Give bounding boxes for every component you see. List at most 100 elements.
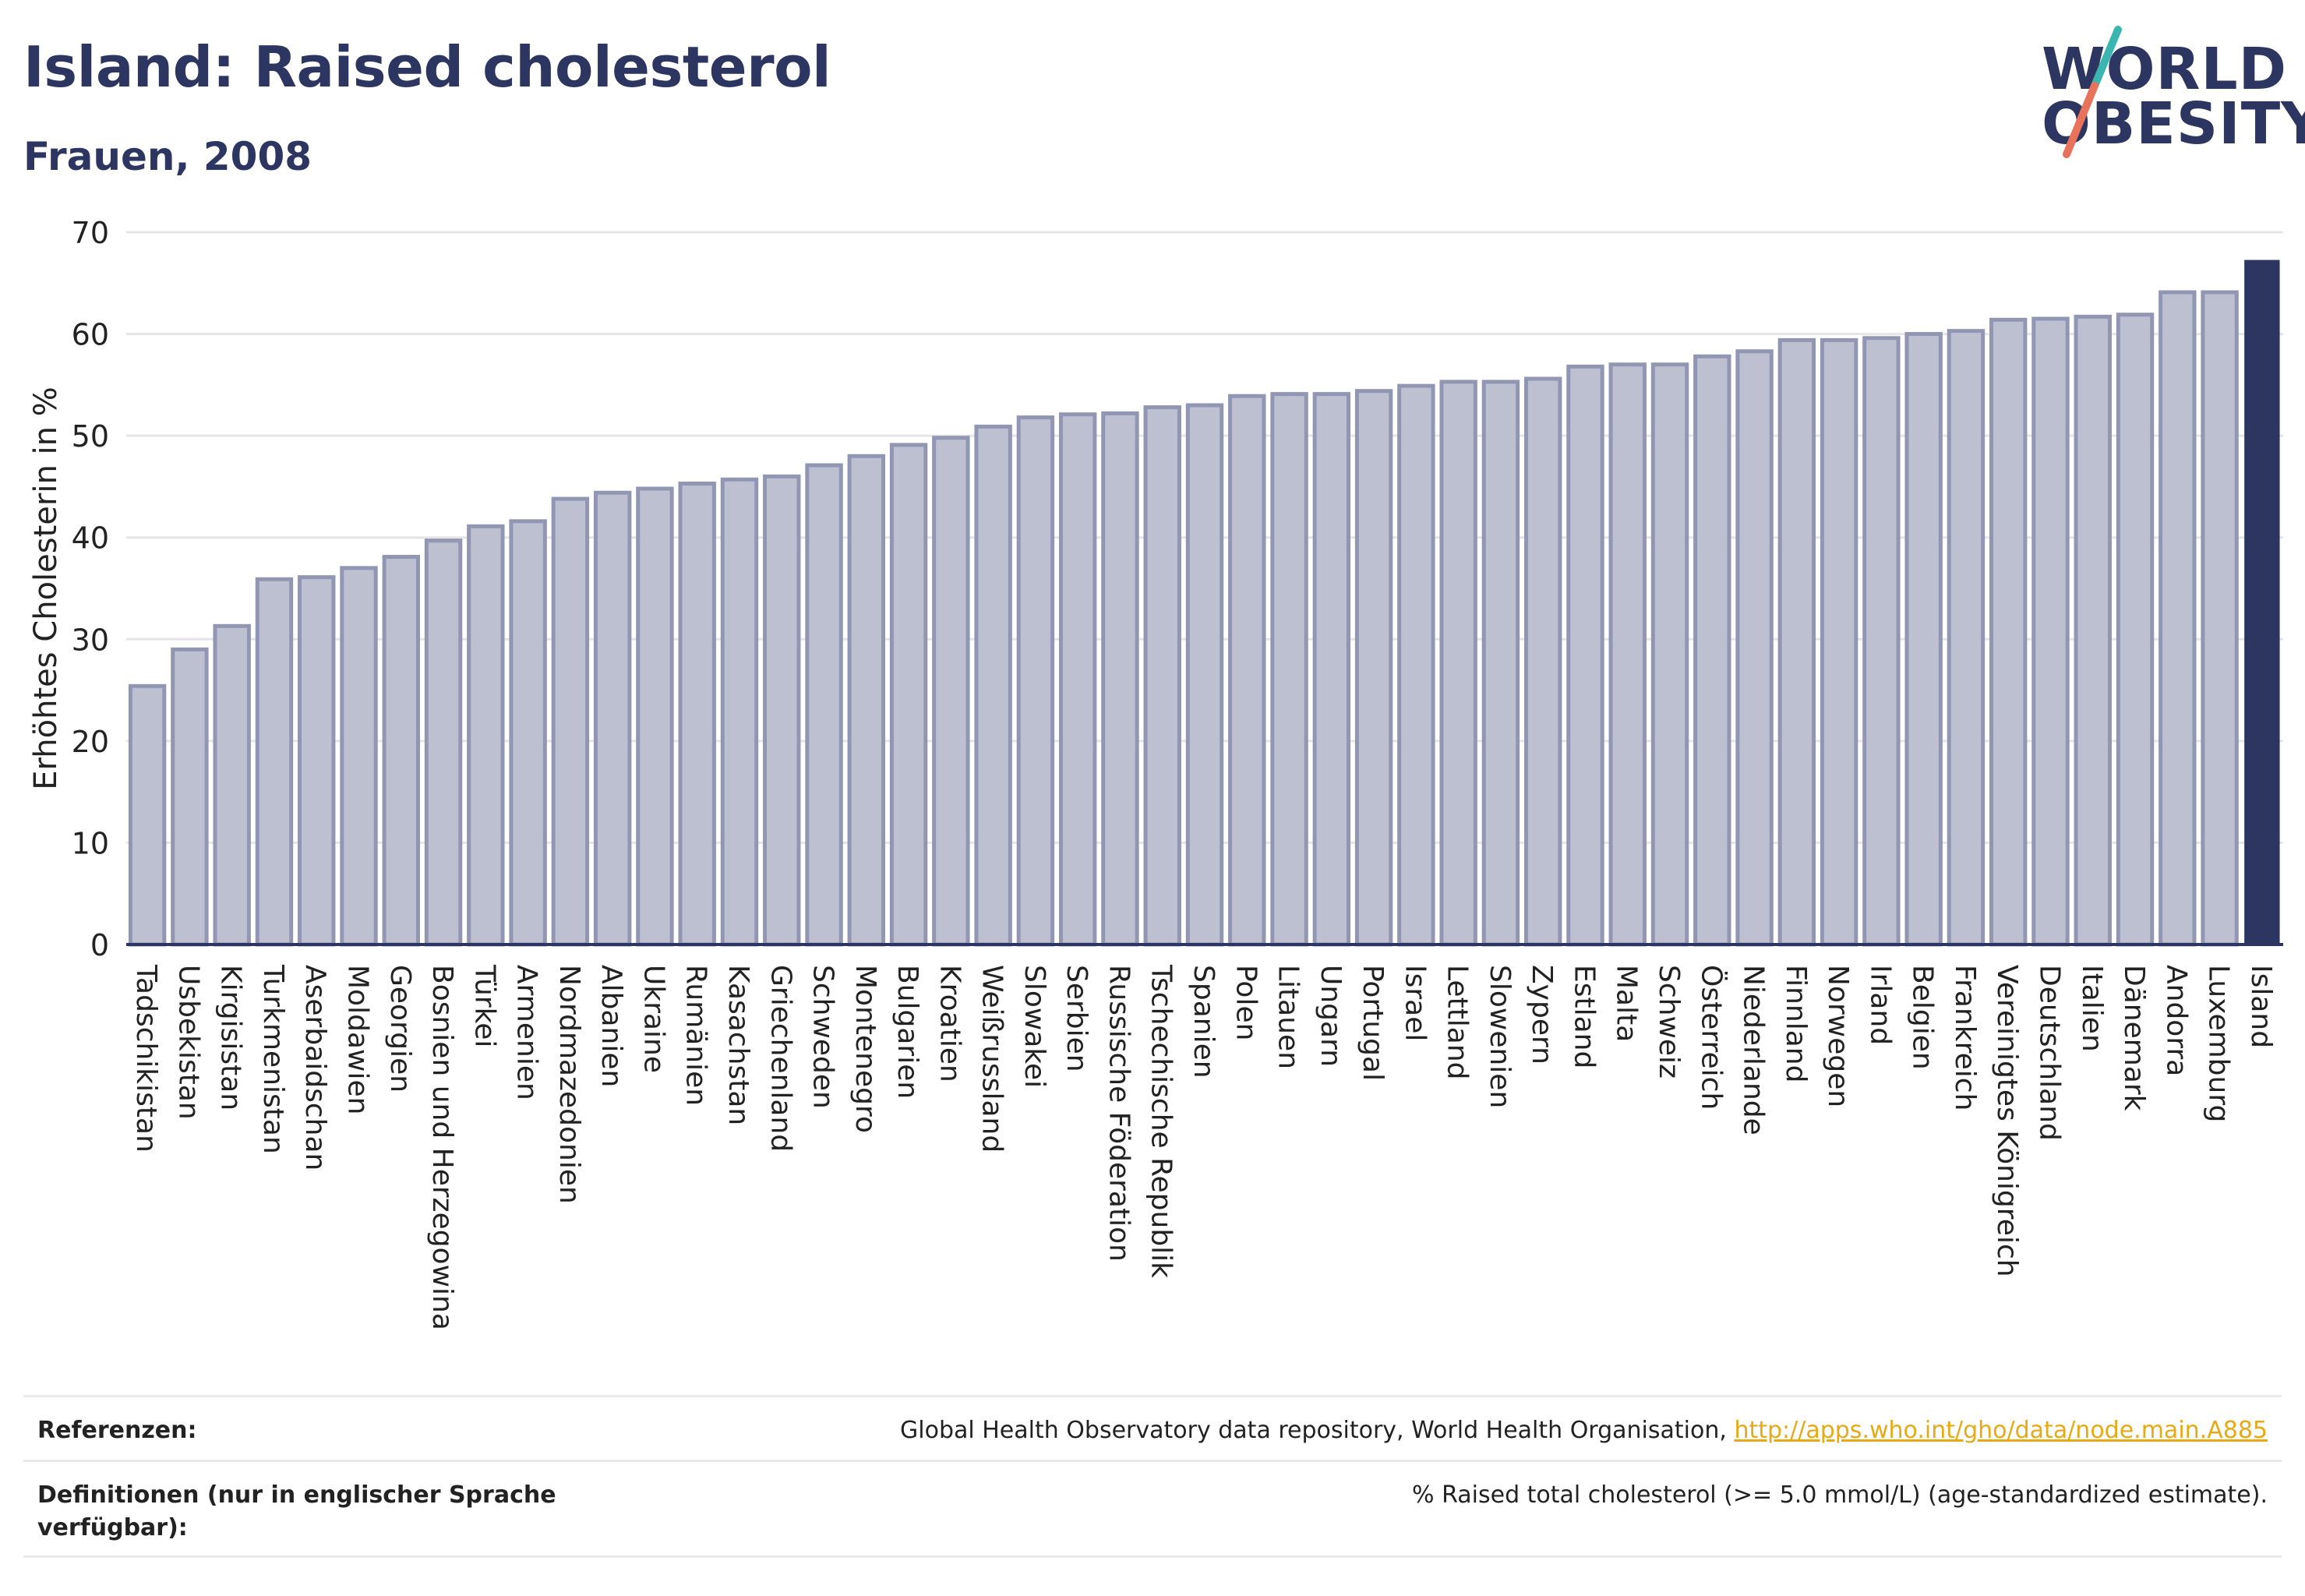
world-obesity-logo[interactable]: WORLD OBESITY [2026,23,2305,164]
x-tick-label: Kroatien [934,965,965,1082]
x-tick-label: Israel [1399,965,1431,1041]
bar [1185,403,1224,947]
x-tick-label: Belgien [1907,965,1939,1070]
y-tick-label: 50 [72,419,109,454]
bar [424,538,463,947]
bar [298,575,336,947]
x-tick-label: Zypern [1526,965,1558,1065]
x-tick-label: Dänemark [2118,965,2150,1111]
x-tick-label: Deutschland [2033,965,2065,1141]
bar [636,486,674,947]
bar [1650,362,1689,947]
bar [847,454,886,947]
page-subtitle: Frauen, 2008 [23,134,312,179]
x-tick-label: Tschechische Republik [1145,964,1177,1278]
logo-slash-icon [2063,26,2122,158]
references-text: Global Health Observatory data repositor… [900,1417,1735,1444]
x-tick-label: Kasachstan [722,965,754,1125]
x-tick-label: Türkei [468,964,500,1047]
bar [1143,405,1181,947]
x-tick-label: Finnland [1780,965,1812,1082]
bar [255,577,294,947]
bar [2031,316,2070,947]
x-tick-label: Turkmenistan [257,964,289,1154]
x-tick-label: Tadschikistan [130,964,162,1153]
x-tick-label: Andorra [2160,965,2192,1076]
bar-highlight [2244,260,2280,945]
bar [1947,329,1986,947]
bar [932,436,970,947]
y-tick-label: 10 [72,826,109,860]
bar [974,424,1012,947]
bar [509,519,547,947]
bar [1989,317,2028,947]
x-tick-label: Schweden [807,965,839,1109]
bar [2201,290,2239,947]
bar [128,683,167,947]
x-tick-label: Albanien [595,965,627,1087]
bar [763,474,801,947]
bar [171,647,209,947]
y-tick-label: 40 [72,521,109,556]
x-tick-label: Frankreich [1949,965,1981,1110]
logo-line-1: WORLD [2042,36,2288,103]
bar [2159,290,2197,947]
x-tick-label: Estland [1568,965,1600,1068]
x-tick-label: Rumänien [680,965,712,1106]
y-tick-label: 30 [72,623,109,657]
x-tick-label: Niederlande [1738,965,1770,1135]
x-tick-label: Usbekistan [172,965,204,1120]
x-tick-label: Italien [2076,965,2108,1052]
bar [2116,312,2155,947]
x-tick-label: Luxemburg [2203,965,2235,1122]
x-tick-label: Weißrussland [976,965,1008,1153]
x-tick-label: Irland [1864,965,1896,1045]
bar [1228,394,1266,947]
bar [382,555,420,947]
x-tick-label: Norwegen [1822,965,1854,1107]
x-tick-label: Malta [1611,965,1643,1042]
bar [1693,354,1731,947]
bar [1058,412,1097,947]
bar [593,490,632,947]
x-tick-label: Armenien [511,965,543,1100]
y-tick-label: 60 [72,318,109,352]
x-tick-label: Montenegro [849,965,881,1133]
bar [340,566,378,947]
x-tick-label: Bulgarien [891,965,923,1099]
y-axis-label: Erhöhtes Cholesterin in % [28,387,64,789]
chart-footer: Referenzen: Global Health Observatory da… [23,1395,2282,1558]
bar [1354,389,1393,947]
bar [1439,380,1477,947]
bar [720,477,759,947]
x-tick-label: Kirgisistan [215,965,247,1110]
x-tick-label: Georgien [384,965,416,1093]
page-title: Island: Raised cholesterol [23,34,831,100]
y-tick-label: 20 [72,725,109,759]
x-tick-label: Spanien [1188,965,1220,1079]
y-tick-label: 0 [90,928,109,962]
x-tick-label: Ungarn [1315,965,1347,1067]
x-tick-label: Slowakei [1018,965,1050,1088]
bar [1523,376,1562,947]
bar [1270,392,1308,947]
bar [1101,411,1139,947]
references-label: Referenzen: [37,1417,197,1444]
definitions-row: Definitionen (nur in englischer Sprache … [23,1460,2282,1558]
definitions-label: Definitionen (nur in englischer Sprache … [37,1481,556,1541]
bar [1608,362,1647,947]
bar [467,524,505,947]
x-tick-label: Bosnien und Herzegowina [426,965,458,1330]
bar [805,463,843,947]
bar [2074,314,2112,947]
bar [1566,364,1604,947]
bar [1481,380,1520,947]
definitions-value: % Raised total cholesterol (>= 5.0 mmol/… [1412,1481,2268,1509]
bar [1735,349,1774,947]
bar [551,496,590,947]
x-tick-label: Griechenland [764,965,796,1152]
references-link[interactable]: http://apps.who.int/gho/data/node.main.A… [1734,1417,2268,1444]
bar [213,623,251,947]
x-tick-label: Moldawien [342,965,374,1114]
bar [678,482,716,947]
